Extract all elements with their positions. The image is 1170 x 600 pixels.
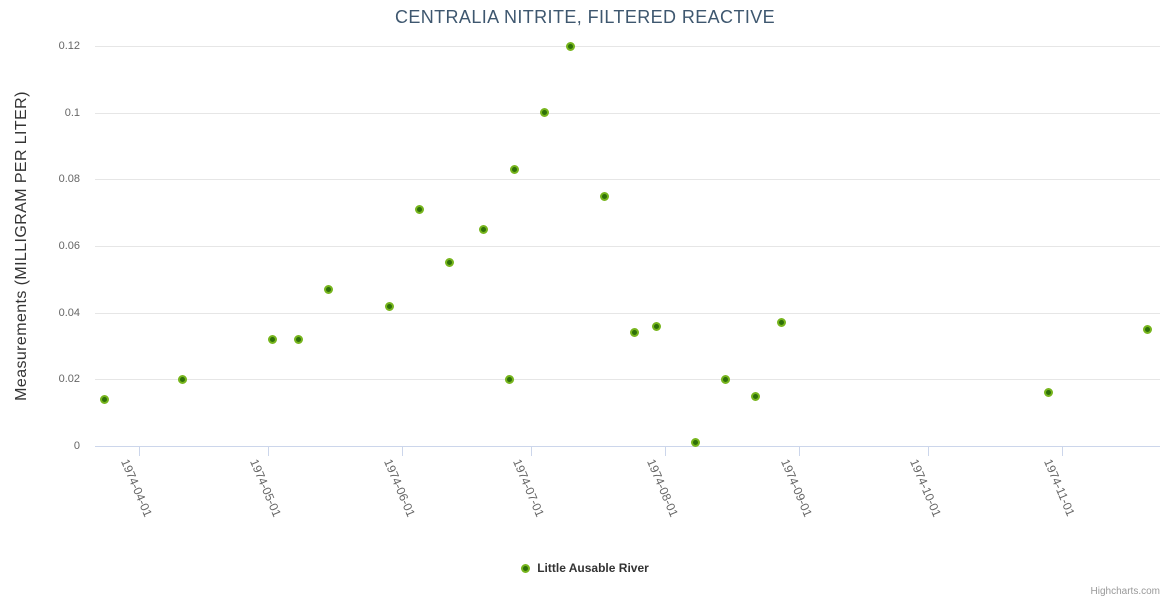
chart-title: CENTRALIA NITRITE, FILTERED REACTIVE (394, 7, 776, 27)
data-point[interactable] (600, 191, 610, 201)
highcharts-credits-link[interactable]: Highcharts.com (1090, 586, 1160, 597)
data-point[interactable] (651, 321, 661, 331)
data-point[interactable] (1143, 324, 1153, 334)
x-axis-tick (139, 447, 141, 456)
data-point[interactable] (565, 41, 575, 51)
data-point[interactable] (751, 391, 761, 401)
y-axis-tick-label: 0.08 (58, 173, 80, 186)
data-point[interactable] (294, 334, 304, 344)
data-point[interactable] (630, 328, 640, 338)
x-axis-tick (402, 447, 404, 456)
data-point[interactable] (479, 224, 489, 234)
data-point[interactable] (776, 318, 786, 328)
y-gridline (95, 246, 1160, 247)
x-axis-tick (1061, 447, 1063, 456)
series-marker-icon (521, 563, 531, 573)
x-axis-tick-label: 1974-08-01 (644, 457, 682, 519)
x-axis-tick (928, 447, 930, 456)
x-axis-tick (531, 447, 533, 456)
x-axis-tick (798, 447, 800, 456)
x-axis-tick-label: 1974-11-01 (1040, 457, 1078, 519)
data-point[interactable] (100, 394, 110, 404)
data-point[interactable] (539, 108, 549, 118)
data-point[interactable] (414, 204, 424, 214)
data-point[interactable] (324, 284, 334, 294)
y-axis-tick-label: 0.1 (64, 106, 80, 119)
y-gridline (95, 46, 1160, 47)
x-axis-tick-label: 1974-04-01 (118, 457, 156, 519)
data-point[interactable] (177, 374, 187, 384)
data-point[interactable] (720, 374, 730, 384)
x-axis-tick-label: 1974-09-01 (777, 457, 815, 519)
y-axis-tick-label: 0.06 (58, 240, 80, 252)
legend-item-little-ausable-river[interactable]: Little Ausable River (521, 561, 649, 575)
x-axis-tick-label: 1974-10-01 (907, 457, 945, 519)
legend-label: Little Ausable River (537, 561, 649, 575)
y-axis-tick-label: 0.02 (58, 373, 80, 386)
x-axis-tick (665, 447, 667, 456)
data-point[interactable] (444, 258, 454, 268)
x-axis-tick-label: 1974-06-01 (381, 457, 419, 519)
y-gridline (95, 179, 1160, 181)
data-point[interactable] (505, 374, 515, 384)
x-axis-tick-label: 1974-05-01 (247, 457, 285, 519)
data-point[interactable] (268, 334, 278, 344)
y-axis-tick-label: 0.04 (58, 306, 80, 319)
data-point[interactable] (690, 438, 700, 448)
y-gridline (95, 379, 1160, 381)
y-axis-tick-label: 0 (73, 440, 80, 452)
x-axis-tick-label: 1974-07-01 (510, 457, 548, 519)
data-point[interactable] (509, 164, 519, 174)
y-gridline (95, 112, 1160, 114)
data-point[interactable] (384, 301, 394, 311)
legend: Little Ausable River (0, 561, 1170, 575)
y-gridline (95, 312, 1160, 314)
data-point[interactable] (1044, 388, 1054, 398)
x-axis-tick (268, 447, 270, 456)
y-axis-tick-label: 0.12 (58, 40, 80, 52)
x-axis-line (95, 446, 1160, 447)
